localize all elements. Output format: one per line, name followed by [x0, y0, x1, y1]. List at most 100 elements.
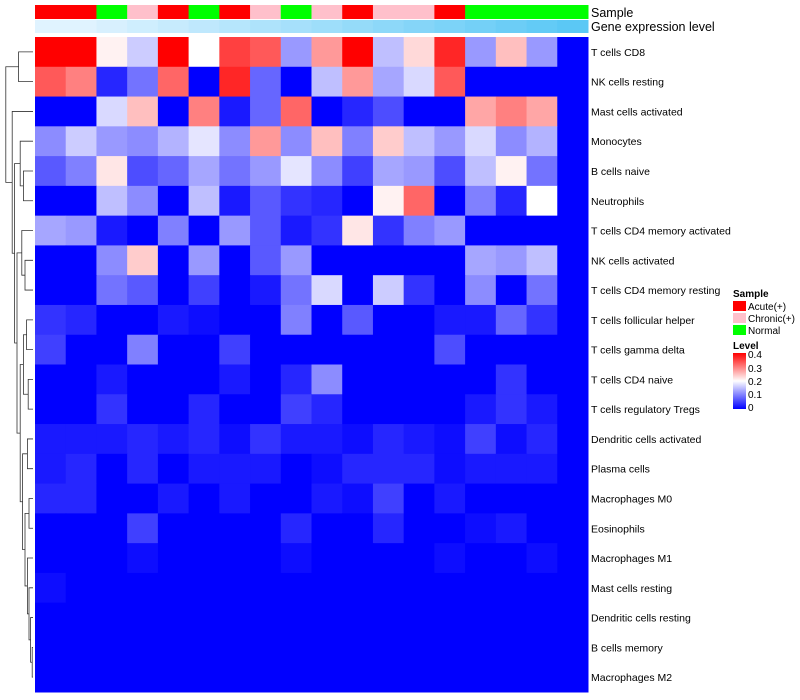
heatmap-cell — [465, 275, 497, 306]
heatmap-cells — [35, 37, 589, 693]
heatmap-cell — [465, 304, 497, 336]
heatmap-cell — [35, 483, 67, 514]
heatmap-cell — [434, 364, 466, 395]
heatmap-cell — [526, 632, 558, 663]
expression-annotation-cell — [403, 20, 435, 33]
heatmap-cell — [65, 632, 97, 663]
heatmap-cell — [465, 543, 497, 574]
heatmap-cell — [526, 572, 558, 604]
heatmap-cell — [35, 215, 67, 246]
heatmap-cell — [465, 364, 497, 395]
heatmap-cell — [157, 424, 190, 455]
row-label: NK cells activated — [591, 255, 675, 267]
heatmap-cell — [526, 96, 558, 127]
heatmap-cell — [65, 364, 97, 395]
sample-annotation-cell — [403, 5, 435, 19]
heatmap-cell — [188, 513, 220, 544]
sample-annotation-cell — [465, 5, 497, 19]
heatmap-cell — [403, 662, 435, 693]
heatmap-cell — [280, 334, 312, 365]
heatmap-cell — [127, 364, 159, 395]
heatmap-cell — [96, 37, 128, 68]
heatmap-cell — [280, 513, 312, 544]
heatmap-cell — [280, 156, 312, 187]
heatmap-cell — [35, 37, 67, 68]
heatmap-cell — [311, 543, 343, 574]
heatmap-cell — [372, 334, 405, 365]
heatmap-cell — [311, 37, 343, 68]
heatmap-cell — [280, 572, 312, 604]
row-label: Monocytes — [591, 136, 642, 148]
heatmap-cell — [526, 602, 558, 633]
heatmap-cell — [127, 483, 159, 514]
heatmap-cell — [342, 602, 374, 633]
row-label: NK cells resting — [591, 77, 664, 89]
legend-item-acute: Acute(+) — [748, 302, 786, 313]
sample-annotation-cell — [157, 5, 190, 19]
heatmap-cell — [372, 126, 405, 157]
heatmap-cell — [65, 37, 97, 68]
legend-item-normal: Normal — [748, 326, 780, 337]
heatmap-cell — [403, 543, 435, 574]
heatmap-cell — [65, 602, 97, 633]
heatmap-cell — [557, 66, 589, 98]
heatmap-cell — [280, 96, 312, 127]
sample-annotation-cell — [35, 5, 67, 19]
row-label: T cells follicular helper — [591, 315, 695, 327]
heatmap-cell — [219, 37, 251, 68]
heatmap-cell — [311, 66, 343, 98]
heatmap-cell — [188, 572, 220, 604]
heatmap-cell — [495, 453, 528, 485]
legend-tick-0-1: 0.1 — [748, 390, 762, 401]
heatmap-cell — [372, 96, 405, 127]
heatmap-cell — [372, 185, 405, 217]
row-label: T cells CD4 naive — [591, 374, 673, 386]
legend-tick-0-4: 0.4 — [748, 350, 762, 361]
sample-annotation-cell — [311, 5, 343, 19]
heatmap-cell — [434, 334, 466, 365]
legend-swatch-acute — [733, 301, 746, 311]
heatmap-cell — [280, 37, 312, 68]
heatmap-cell — [65, 245, 97, 276]
heatmap-cell — [96, 632, 128, 663]
row-label: Mast cells resting — [591, 583, 672, 595]
heatmap-cell — [280, 245, 312, 276]
heatmap-cell — [403, 245, 435, 276]
heatmap-cell — [188, 394, 220, 425]
sample-annotation-cell — [342, 5, 374, 19]
heatmap-cell — [280, 632, 312, 663]
heatmap-cell — [434, 602, 466, 633]
heatmap-cell — [96, 96, 128, 127]
heatmap-cell — [219, 185, 251, 217]
heatmap-cell — [96, 424, 128, 455]
heatmap-cell — [219, 304, 251, 336]
heatmap-cell — [557, 364, 589, 395]
heatmap-cell — [157, 304, 190, 336]
heatmap-cell — [311, 304, 343, 336]
heatmap-cell — [157, 275, 190, 306]
legend-sample-title: Sample — [733, 289, 769, 300]
dendrogram-branch — [24, 259, 33, 291]
heatmap-cell — [96, 304, 128, 336]
heatmap-cell — [35, 245, 67, 276]
heatmap-cell — [65, 453, 97, 485]
heatmap-cell — [342, 632, 374, 663]
heatmap-cell — [157, 245, 190, 276]
sample-annotation-cell — [65, 5, 97, 19]
heatmap-cell — [372, 66, 405, 98]
heatmap-cell — [219, 66, 251, 98]
heatmap-cell — [250, 334, 282, 365]
heatmap-cell — [526, 424, 558, 455]
heatmap-cell — [188, 126, 220, 157]
expression-annotation-cell — [342, 20, 374, 33]
heatmap-cell — [219, 334, 251, 365]
row-label: Mast cells activated — [591, 106, 683, 118]
heatmap-cell — [35, 185, 67, 217]
row-label: Eosinophils — [591, 523, 645, 535]
heatmap-cell — [280, 394, 312, 425]
heatmap-cell — [465, 602, 497, 633]
heatmap-cell — [342, 156, 374, 187]
heatmap-cell — [219, 483, 251, 514]
heatmap-cell — [403, 185, 435, 217]
expression-annotation-cell — [280, 20, 312, 33]
